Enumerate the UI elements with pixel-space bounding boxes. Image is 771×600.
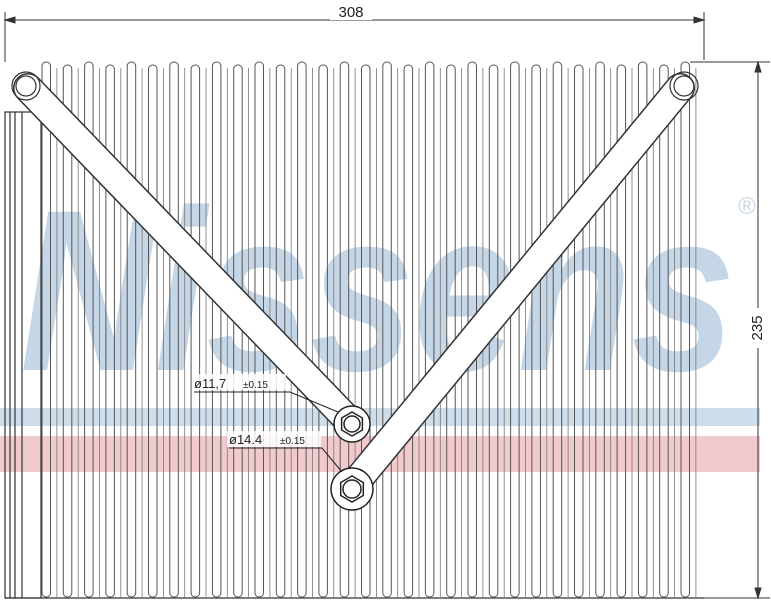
fin-tube (297, 61, 307, 598)
height-label: 235 (749, 315, 766, 340)
width-label-bg (330, 2, 372, 20)
fin-tube (339, 61, 350, 598)
fin-tube (403, 64, 414, 598)
fin-tube (361, 64, 371, 598)
registered-mark: ® (738, 193, 756, 220)
fin-tube (595, 61, 605, 598)
fin-tube (382, 61, 392, 598)
inlet-annotation: ø11,7 ±0.15 (192, 374, 286, 391)
watermark-blue-band (0, 408, 760, 426)
fin-tube (318, 64, 328, 598)
core-outline (4, 111, 704, 599)
outlet-annotation: ø14.4 ±0.15 (227, 431, 321, 447)
inlet-diameter: ø11,7 (194, 376, 226, 391)
fin-tube (148, 64, 158, 598)
outlet-diameter: ø14.4 (229, 432, 262, 447)
fin-tube (424, 61, 435, 598)
width-label: 308 (338, 4, 363, 21)
pipe-end-caps (11, 71, 699, 101)
fin-tubes (41, 61, 697, 598)
fin-tube (510, 61, 520, 598)
fin-tube (126, 61, 137, 598)
fin-tube (531, 64, 541, 598)
fin-tube (446, 64, 456, 598)
fin-tube (574, 64, 584, 598)
inlet-tolerance: ±0.15 (243, 380, 268, 391)
fin-tube (659, 64, 669, 598)
outlet-tolerance: ±0.15 (280, 436, 305, 447)
outlet-pipe (337, 73, 695, 502)
inlet-fitting (333, 405, 371, 443)
outlet-fitting (330, 467, 374, 511)
annotation-leaders (194, 391, 343, 473)
fin-tube (616, 64, 627, 598)
fin-tube (211, 61, 222, 598)
fin-tube (552, 61, 563, 598)
fin-tube (680, 61, 690, 598)
inlet-pipe (13, 73, 367, 439)
fin-tube (62, 64, 73, 598)
fin-tube (84, 61, 94, 598)
fin-tube (190, 64, 201, 598)
fin-tube (105, 64, 115, 598)
fin-tube (637, 61, 648, 598)
fin-tube (169, 61, 179, 598)
height-label-bg (746, 308, 766, 348)
fin-tube (41, 61, 51, 598)
